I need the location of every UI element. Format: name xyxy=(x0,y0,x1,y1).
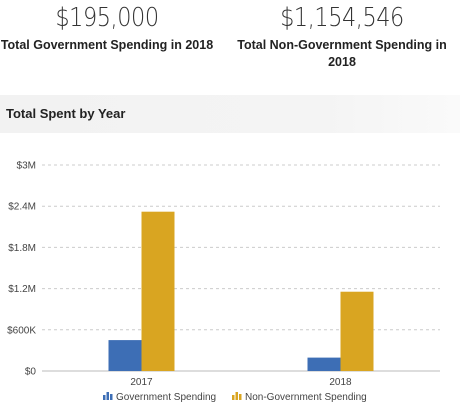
bar-government-2017 xyxy=(108,340,142,371)
kpi-label: Total Non-Government Spending in 2018 xyxy=(237,38,447,69)
kpi-value: $1,154,546 xyxy=(280,3,404,33)
legend-label: Government Spending xyxy=(116,392,216,403)
legend-label: Non-Government Spending xyxy=(245,392,367,403)
y-tick-label: $1.2M xyxy=(8,284,36,295)
x-tick-label: 2018 xyxy=(329,377,352,388)
y-tick-label: $600K xyxy=(7,325,36,336)
y-tick-label: $2.4M xyxy=(8,202,36,213)
legend-item-non-government[interactable]: Non-Government Spending xyxy=(232,392,367,403)
bar-non-government-2017 xyxy=(141,211,175,371)
bar-chart-icon xyxy=(103,392,113,400)
spending-bar-chart: $0 $600K $1.2M $1.8M $2.4M $3M 2017 2018 Governm… xyxy=(7,161,440,403)
kpi-label: Total Government Spending in 2018 xyxy=(0,38,214,52)
y-tick-label: $0 xyxy=(25,367,37,378)
kpi-government-spending: $195,000 Total Government Spending in 20… xyxy=(0,0,214,54)
bar-non-government-2018 xyxy=(340,291,374,371)
bar-chart-icon xyxy=(232,392,242,400)
kpi-value: $195,000 xyxy=(55,3,159,33)
x-tick-label: 2017 xyxy=(130,377,153,388)
kpi-non-government-spending: $1,154,546 Total Non-Government Spending… xyxy=(232,0,452,71)
section-title: Total Spent by Year xyxy=(6,106,126,121)
bar-government-2018 xyxy=(307,357,341,371)
legend-item-government[interactable]: Government Spending xyxy=(103,392,216,403)
section-header: Total Spent by Year xyxy=(0,95,460,133)
y-tick-label: $1.8M xyxy=(8,243,36,254)
y-tick-label: $3M xyxy=(17,161,36,172)
